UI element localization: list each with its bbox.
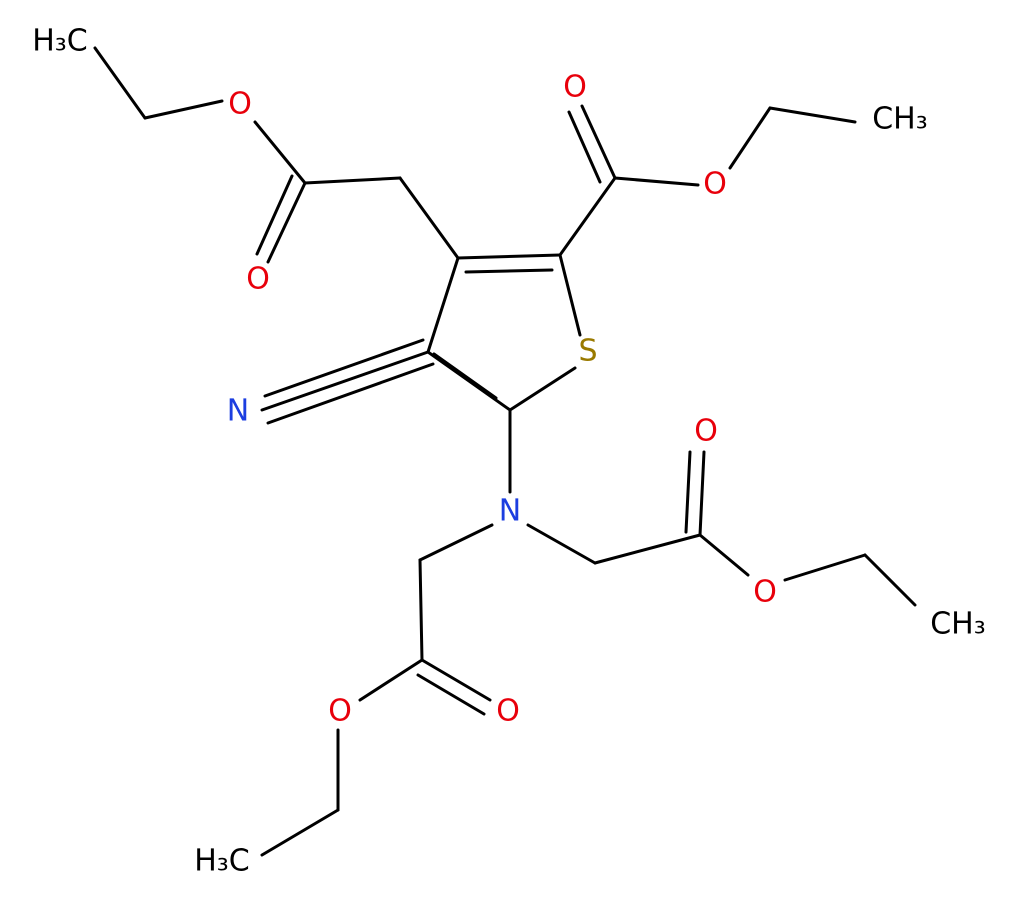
atom-label: N	[227, 394, 249, 429]
atom-label: CH₃	[872, 102, 928, 137]
atom-label: H₃C	[32, 24, 88, 59]
atom-label: O	[694, 414, 718, 449]
bonds	[93, 46, 917, 857]
atom-label: O	[228, 87, 252, 122]
atom-label: S	[578, 334, 597, 369]
atom-label: H₃C	[194, 844, 250, 879]
atom-label: O	[753, 575, 777, 610]
atom-label: O	[328, 694, 352, 729]
atom-label: O	[563, 70, 587, 105]
atom-label: O	[246, 262, 270, 297]
atom-label: N	[499, 494, 521, 529]
atom-label: O	[703, 167, 727, 202]
atom-label: CH₃	[930, 607, 986, 642]
atom-labels: H₃C O O O O CH₃ S N N O O CH₃ O O H₃C	[32, 24, 986, 879]
atom-label: O	[496, 694, 520, 729]
